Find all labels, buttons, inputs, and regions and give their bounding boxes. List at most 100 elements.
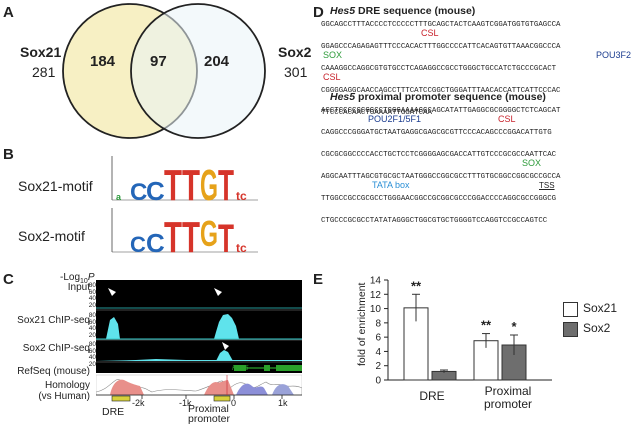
track-label-input: Input [67,282,90,293]
axis-tick--2k: -2k [132,398,145,408]
venn-left-total: 281 [32,64,56,80]
svg-text:T: T [164,213,182,260]
promoter-arrowhead-sox2 [222,342,229,350]
prox-sox: SOX [522,158,542,168]
venn-left-label: Sox21 [20,44,62,60]
panel-letter-e: E [313,271,324,288]
panel-letter-d: D [313,4,324,21]
y-tick-label: 12 [370,290,382,301]
refseq-exon-1 [234,365,246,371]
prox-seq-line-2: CAGGCCCGGGATGCTAATGAGGCGAGCGCGTTCCCACAGC… [321,129,552,137]
homology-gene-region-2 [272,384,294,395]
svg-text:tc: tc [236,241,247,255]
dre-seq-line-5: TTCCCACAACTGAAAATTGGATCAA [321,109,432,117]
prox-sequence-block: ACCTCCCCGCGGCCTGGGAAAAGGCAGCATATTGAGGCGC… [321,106,639,226]
dre-sox: SOX [323,50,343,60]
axis-tick-1k: 1k [278,398,288,408]
promoter-arrowhead-sox21 [214,288,222,296]
dre-pou3f2: POU3F2 [596,50,632,60]
y-tick-label: 10 [370,304,382,315]
y-tick-label: 4 [375,347,381,358]
svg-text:C: C [130,232,146,257]
venn-overlap: 97 [150,53,167,70]
svg-text:T: T [182,161,200,210]
bar-sox21-0 [403,307,429,381]
svg-text:T: T [218,217,234,260]
dre-seq-line-1: GGCAGCCTTTACCCCTCCCCCTTTGCAGCTACTCAAGTCG… [321,21,561,29]
axis-tick-0: 0 [231,398,237,408]
sox21-track-ticks: 80 60 40 20 [88,312,96,339]
track-label-homology: Homology [44,380,90,391]
prox-tata: TATA box [372,180,410,190]
svg-text:C: C [130,179,147,206]
genome-browser-tracks [96,280,302,402]
sox21-motif-label: Sox21-motif [18,178,93,194]
dre-csl-2: CSL [323,72,341,82]
input-track-ticks: 80 60 40 20 [88,282,96,309]
proximal-label: Proximal [188,403,229,415]
prox-seq-line-3: CGCGCGGCCCCACCTGCTCCTCGGGGAGCGACCATTGTCC… [321,151,557,159]
prox-seq-title: Hes5 proximal promoter sequence (mouse) [330,91,546,103]
venn-diagram [62,3,266,139]
dre-seq-line-4: CGGGGAGGCAACCAGCCTTTCATCCGGCTGGGATTTAACA… [321,87,561,95]
dre-label: DRE [102,406,125,418]
dre-seq-line-3: CAAAGGCCAGGCGTGTGCCTCAGAGGCCGCCTGGGCTGCC… [321,65,557,73]
legend-sox2-swatch [563,322,578,337]
svg-text:G: G [200,213,218,254]
prox-seq-line-6: CTGCCCGCGCCTATATAGGGCTGGCGTGCTGGGGTCCAGG… [321,217,548,225]
chart-bars: **** * [403,278,527,381]
panel-letter-c: C [3,271,14,288]
svg-text:C: C [146,228,165,258]
promoter-label: promoter [188,413,231,425]
sox21-logo: C C T T G T tc a [111,156,258,210]
prox-csl: CSL [498,114,516,124]
svg-text:tc: tc [236,189,247,203]
svg-text:T: T [164,161,182,210]
promoter-marker [213,395,231,402]
venn-sox2-circle [130,3,266,139]
svg-text:C: C [146,176,165,206]
refseq-exon-3 [276,365,302,371]
significance-label: * [511,319,517,334]
prox-seq-line-1: ACCTCCCCGCGGCCTGGGAAAAGGCAGCATATTGAGGCGC… [321,107,561,115]
prox-seq-line-5: TTGGCCGCCGCGCCTGGGAACGGCCGCGGCGCCCGGACCC… [321,195,557,203]
track-label-homology-sub: (vs Human) [38,391,90,402]
dre-seq-line-2: GGAGCCCAGAGAGTTTCCCACACTTTGGCCCCATTCACAG… [321,43,561,51]
track-label-refseq: RefSeq (mouse) [17,366,90,377]
svg-text:T: T [182,213,200,260]
prox-seq-line-4: AGGCAATTTAGCGTGCGCTAATGGGCCGGCGCCTTTGTGC… [321,173,561,181]
y-tick-label: 6 [375,333,381,344]
y-tick-label: 14 [370,276,382,287]
axis-tick--1k: -1k [179,398,192,408]
track-label-sox21: Sox21 ChIP-seq [17,315,90,326]
venn-right-only: 204 [204,53,230,70]
prox-pou: POU2F1/5F1 [368,114,422,124]
panel-letter-b: B [3,146,14,163]
category-dre: DRE [419,389,445,403]
panel-letter-a: A [3,4,14,21]
venn-right-label: Sox2 [278,44,312,60]
dre-marker [111,395,131,402]
category-proximal: Proximal [484,384,532,398]
sequence-logos: C C T T G T tc a C C T T G T tc [111,156,258,260]
sox21-dre-peak [106,317,120,339]
category-promoter: promoter [483,397,533,411]
legend-sox2: Sox2 [583,321,611,335]
svg-text:G: G [200,161,218,210]
sox2-logo: C C T T G T tc [111,208,258,260]
svg-text:a: a [116,192,122,202]
homology-promoter-region [204,380,234,395]
track-background [96,280,302,373]
sox2-track-ticks: 80 60 40 20 [88,341,96,368]
refseq-exon-2 [264,365,270,371]
sox21-promoter-peak [214,314,239,339]
prox-tss: TSS [539,181,555,190]
sox2-promoter-peak [216,350,233,361]
homology-dre-region [110,379,144,395]
dre-csl-1: CSL [421,28,439,38]
homology-gene-region-1 [236,383,268,395]
track-label-sox2: Sox2 ChIP-seq [22,343,90,354]
dre-arrowhead [108,288,116,296]
dre-sequence-block: GGCAGCCTTTACCCCTCCCCCTTTGCAGCTACTCAAGTCG… [321,20,639,118]
